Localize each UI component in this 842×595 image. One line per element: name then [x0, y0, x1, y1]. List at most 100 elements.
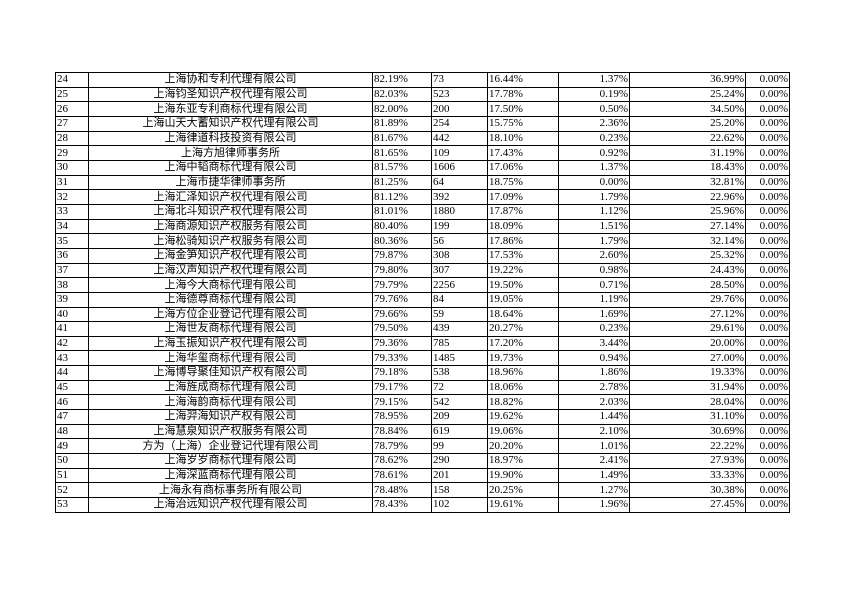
agency-name-cell: 上海北斗知识产权代理有限公司: [88, 203, 373, 220]
rank-cell: 45: [55, 379, 89, 396]
pct-cell-b: 0.23%: [558, 321, 630, 337]
pct-cell-d: 0.00%: [745, 350, 790, 367]
pct-cell-c: 24.43%: [629, 262, 746, 279]
count-cell: 109: [431, 145, 488, 161]
agency-name-cell: 上海羿海知识产权有限公司: [88, 409, 373, 425]
pct-cell-c: 31.19%: [629, 145, 746, 161]
pct-cell-c: 32.81%: [629, 174, 746, 191]
rate-cell: 81.25%: [372, 174, 432, 191]
table-row: 24 上海协和专利代理有限公司 82.19% 73 16.44% 1.37% 36.99% 0…: [55, 72, 790, 88]
rate-cell: 79.80%: [372, 262, 432, 279]
agency-name-cell: 上海山天大蓄知识产权代理有限公司: [88, 115, 373, 132]
pct-cell-b: 0.19%: [558, 86, 630, 103]
rank-cell: 51: [55, 467, 89, 484]
table-row: 45 上海旌成商标代理有限公司 79.17% 72 18.06% 2.78% 31.94% 0…: [55, 379, 790, 396]
count-cell: 209: [431, 409, 488, 425]
pct-cell-c: 27.14%: [629, 218, 746, 235]
count-cell: 785: [431, 335, 488, 352]
pct-cell-a: 17.86%: [487, 233, 559, 249]
table-row: 38 上海今大商标代理有限公司 79.79% 2256 19.50% 0.71% 28.50…: [55, 277, 790, 293]
agency-name-cell: 上海旌成商标代理有限公司: [88, 379, 373, 396]
pct-cell-d: 0.00%: [745, 379, 790, 396]
table-row: 26 上海东亚专利商标代理有限公司 82.00% 200 17.50% 0.50% 34.5…: [55, 101, 790, 117]
pct-cell-a: 19.61%: [487, 497, 559, 513]
rank-cell: 40: [55, 306, 89, 323]
count-cell: 307: [431, 262, 488, 279]
pct-cell-d: 0.00%: [745, 130, 790, 147]
agency-name-cell: 上海汇泽知识产权代理有限公司: [88, 189, 373, 205]
agency-name-cell: 上海汉声知识产权代理有限公司: [88, 262, 373, 279]
table-row: 52 上海永有商标事务所有限公司 78.48% 158 20.25% 1.27% 30.38…: [55, 482, 790, 499]
agency-name-cell: 上海今大商标代理有限公司: [88, 277, 373, 293]
pct-cell-a: 18.09%: [487, 218, 559, 235]
table-row: 28 上海律道科技投资有限公司 81.67% 442 18.10% 0.23% 22.62%…: [55, 130, 790, 147]
rank-cell: 39: [55, 291, 89, 308]
pct-cell-c: 22.22%: [629, 438, 746, 455]
agency-name-cell: 上海博导聚佳知识产权有限公司: [88, 365, 373, 381]
pct-cell-a: 17.09%: [487, 189, 559, 205]
pct-cell-c: 29.61%: [629, 321, 746, 337]
pct-cell-a: 20.25%: [487, 482, 559, 499]
pct-cell-d: 0.00%: [745, 277, 790, 293]
pct-cell-a: 17.50%: [487, 101, 559, 117]
agency-name-cell: 上海深蓝商标代理有限公司: [88, 467, 373, 484]
agency-name-cell: 方为（上海）企业登记代理有限公司: [88, 438, 373, 455]
agency-name-cell: 上海市捷华律师事务所: [88, 174, 373, 191]
pct-cell-a: 18.82%: [487, 394, 559, 411]
count-cell: 72: [431, 379, 488, 396]
pct-cell-c: 34.50%: [629, 101, 746, 117]
count-cell: 542: [431, 394, 488, 411]
pct-cell-c: 18.43%: [629, 159, 746, 176]
table-row: 41 上海世友商标代理有限公司 79.50% 439 20.27% 0.23% 29.61%…: [55, 321, 790, 337]
pct-cell-b: 1.37%: [558, 159, 630, 176]
agency-name-cell: 上海中韬商标代理有限公司: [88, 159, 373, 176]
rate-cell: 78.79%: [372, 438, 432, 455]
rank-cell: 50: [55, 453, 89, 469]
pct-cell-a: 19.05%: [487, 291, 559, 308]
count-cell: 64: [431, 174, 488, 191]
pct-cell-a: 20.20%: [487, 438, 559, 455]
agency-name-cell: 上海慧泉知识产权服务有限公司: [88, 423, 373, 440]
rank-cell: 49: [55, 438, 89, 455]
rate-cell: 82.19%: [372, 72, 432, 88]
pct-cell-c: 32.14%: [629, 233, 746, 249]
rank-cell: 29: [55, 145, 89, 161]
rank-cell: 36: [55, 247, 89, 264]
agency-name-cell: 上海协和专利代理有限公司: [88, 72, 373, 88]
pct-cell-c: 25.32%: [629, 247, 746, 264]
pct-cell-d: 0.00%: [745, 262, 790, 279]
pct-cell-a: 19.06%: [487, 423, 559, 440]
rate-cell: 78.61%: [372, 467, 432, 484]
rank-cell: 30: [55, 159, 89, 176]
pct-cell-d: 0.00%: [745, 335, 790, 352]
pct-cell-c: 27.12%: [629, 306, 746, 323]
agency-name-cell: 上海律道科技投资有限公司: [88, 130, 373, 147]
pct-cell-b: 1.27%: [558, 482, 630, 499]
pct-cell-b: 0.71%: [558, 277, 630, 293]
count-cell: 59: [431, 306, 488, 323]
pct-cell-a: 18.64%: [487, 306, 559, 323]
pct-cell-a: 17.87%: [487, 203, 559, 220]
table-row: 44 上海博导聚佳知识产权有限公司 79.18% 538 18.96% 1.86% 19.3…: [55, 365, 790, 381]
table-row: 30 上海中韬商标代理有限公司 81.57% 1606 17.06% 1.37% 18.43…: [55, 159, 790, 176]
pct-cell-b: 3.44%: [558, 335, 630, 352]
pct-cell-d: 0.00%: [745, 423, 790, 440]
pct-cell-b: 2.41%: [558, 453, 630, 469]
pct-cell-d: 0.00%: [745, 189, 790, 205]
table-row: 33 上海北斗知识产权代理有限公司 81.01% 1880 17.87% 1.12% 25.…: [55, 203, 790, 220]
pct-cell-d: 0.00%: [745, 497, 790, 513]
pct-cell-b: 1.49%: [558, 467, 630, 484]
pct-cell-c: 20.00%: [629, 335, 746, 352]
pct-cell-a: 18.96%: [487, 365, 559, 381]
pct-cell-c: 27.93%: [629, 453, 746, 469]
rate-cell: 79.50%: [372, 321, 432, 337]
rank-cell: 48: [55, 423, 89, 440]
count-cell: 200: [431, 101, 488, 117]
pct-cell-b: 1.96%: [558, 497, 630, 513]
rank-cell: 37: [55, 262, 89, 279]
pct-cell-a: 16.44%: [487, 72, 559, 88]
agency-name-cell: 上海岁岁商标代理有限公司: [88, 453, 373, 469]
agency-name-cell: 上海海韵商标代理有限公司: [88, 394, 373, 411]
count-cell: 439: [431, 321, 488, 337]
rate-cell: 79.66%: [372, 306, 432, 323]
